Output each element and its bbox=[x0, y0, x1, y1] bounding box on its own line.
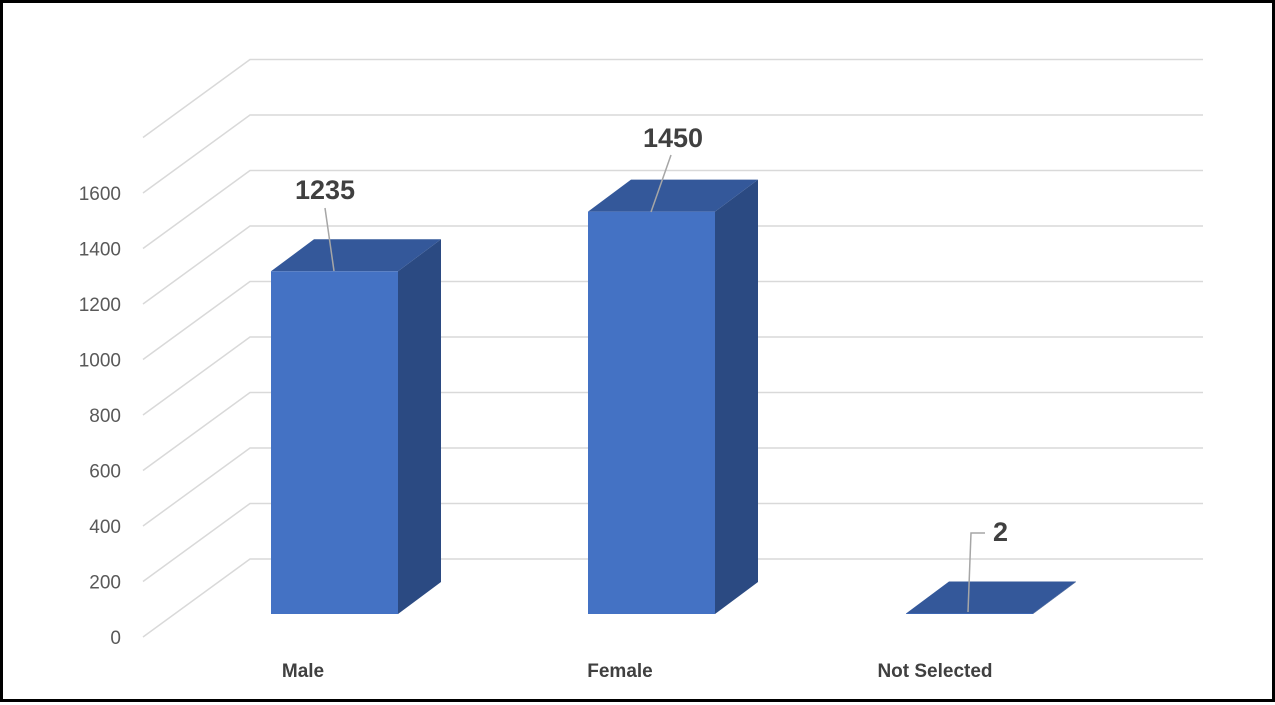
gridline bbox=[142, 225, 1203, 305]
y-tick-label: 0 bbox=[110, 628, 121, 649]
y-tick-label: 200 bbox=[89, 573, 121, 594]
gridline bbox=[142, 502, 1203, 583]
y-tick-label: 400 bbox=[89, 517, 121, 538]
gridline bbox=[142, 169, 1203, 250]
x-axis-categories: Male Female Not Selected bbox=[282, 661, 993, 682]
gridline bbox=[142, 558, 1203, 638]
y-tick-label: 1400 bbox=[79, 240, 121, 261]
bar-front bbox=[271, 271, 398, 614]
leader-line bbox=[650, 154, 672, 213]
gridlines bbox=[142, 58, 1203, 638]
data-label: 2 bbox=[993, 517, 1008, 547]
bar-front bbox=[588, 211, 715, 614]
leader-line bbox=[324, 207, 335, 272]
y-tick-label: 600 bbox=[89, 462, 121, 483]
y-axis-ticks: 0 200 400 600 800 1000 1200 1400 1600 bbox=[79, 184, 121, 649]
data-label: 1235 bbox=[295, 175, 355, 205]
bar-top bbox=[271, 239, 441, 272]
gridline bbox=[142, 447, 1203, 527]
data-label: 1450 bbox=[643, 123, 703, 153]
gridline bbox=[142, 391, 1203, 472]
data-labels: 1235 1450 2 bbox=[295, 123, 1008, 613]
bar-side bbox=[1033, 581, 1076, 614]
leader-line bbox=[967, 532, 985, 613]
bar-side bbox=[715, 179, 758, 614]
bar-side bbox=[398, 239, 441, 614]
x-category-label: Male bbox=[282, 661, 324, 682]
bars bbox=[271, 179, 1076, 614]
gridline bbox=[142, 114, 1203, 194]
y-tick-label: 1000 bbox=[79, 351, 121, 372]
bar-top bbox=[906, 581, 1076, 614]
y-tick-label: 800 bbox=[89, 406, 121, 427]
x-category-label: Female bbox=[587, 661, 652, 682]
bar-top bbox=[588, 179, 758, 212]
gridline bbox=[142, 280, 1203, 361]
y-tick-label: 1200 bbox=[79, 295, 121, 316]
y-tick-label: 1600 bbox=[79, 184, 121, 205]
x-category-label: Not Selected bbox=[877, 661, 992, 682]
gridline bbox=[142, 58, 1203, 139]
gridline bbox=[142, 336, 1203, 416]
bar-front bbox=[906, 613, 1033, 614]
